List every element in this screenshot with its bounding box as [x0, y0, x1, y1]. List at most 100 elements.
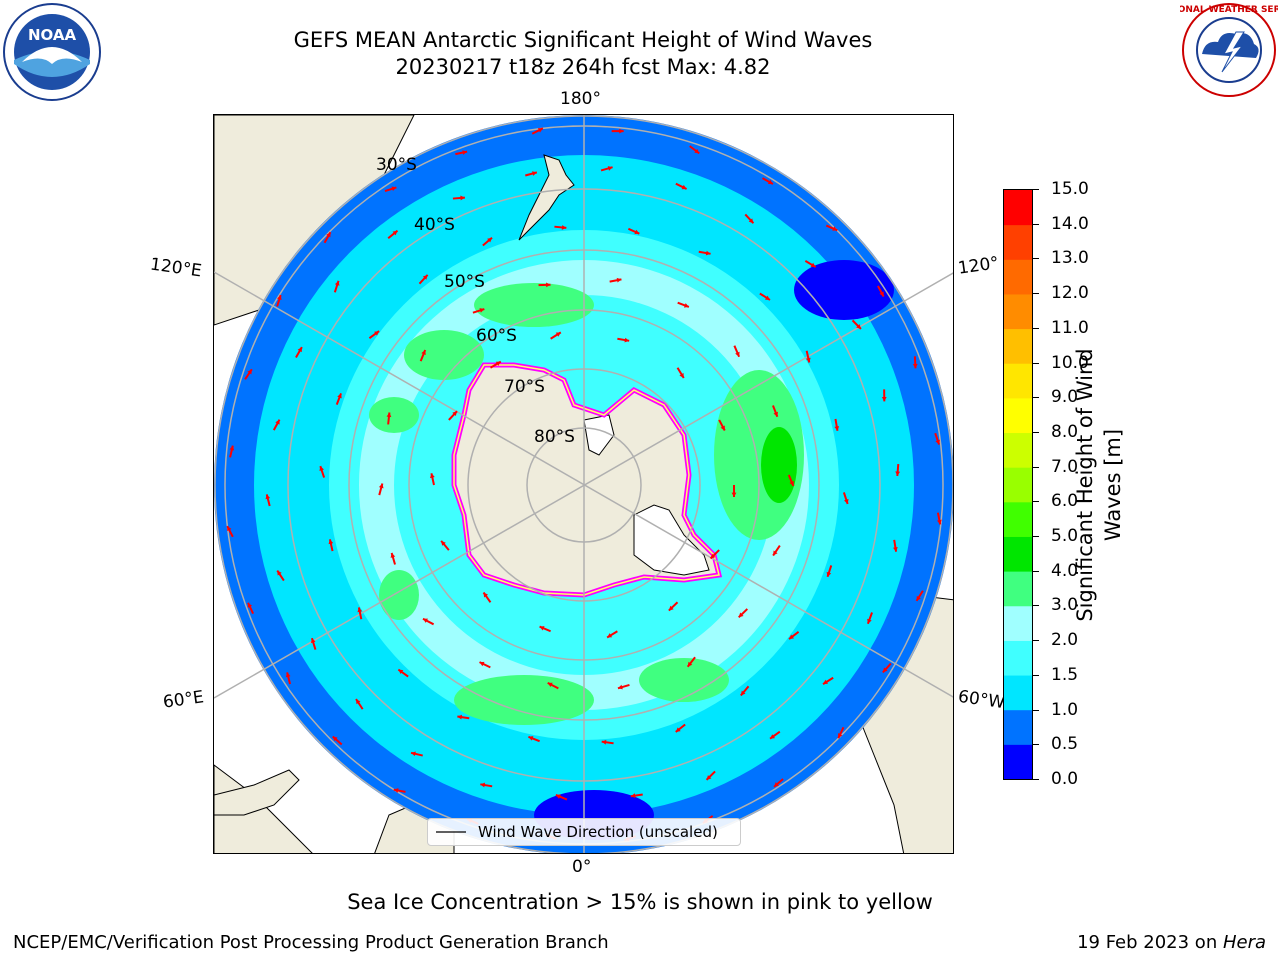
wind-arrow-head — [457, 714, 463, 720]
wind-arrow-head — [805, 357, 811, 363]
colorbar-segment — [1004, 536, 1032, 572]
wind-arrow-head — [479, 308, 485, 313]
lon-label-bottom: 0° — [572, 857, 592, 877]
wind-arrow-head — [265, 494, 271, 500]
wind-arrow-head — [601, 739, 607, 745]
wind-arrow-head — [480, 782, 486, 788]
wind-arrow-head — [616, 277, 622, 283]
colorbar-segment — [1004, 224, 1032, 260]
colorbar-tick-label: 3.0 — [1051, 595, 1079, 616]
noaa-logo: NOAA — [2, 2, 102, 102]
wind-arrow-head — [789, 481, 794, 487]
colorbar-tick-label: 14.0 — [1051, 213, 1089, 234]
colorbar-tick-label: 5.0 — [1051, 526, 1079, 547]
wind-arrow-head — [310, 638, 316, 644]
wind-arrow-head — [326, 232, 331, 238]
wind-arrow-head — [705, 250, 711, 256]
colorbar-tick-label: 0.5 — [1051, 734, 1079, 755]
wind-arrow-head — [767, 179, 773, 185]
wind-arrow-head — [774, 782, 779, 787]
wind-arrow-head — [710, 553, 716, 559]
footer-credit: NCEP/EMC/Verification Post Processing Pr… — [13, 932, 609, 953]
colorbar-segment — [1004, 432, 1032, 468]
colorbar-tick-mark — [1033, 501, 1039, 503]
wind-arrow-head — [706, 775, 712, 780]
wind-arrow-head — [607, 166, 613, 171]
wind-arrow-head — [679, 372, 684, 378]
wave-patch — [379, 570, 419, 620]
wind-arrow-head — [838, 733, 843, 739]
lat-label-70: 70°S — [504, 377, 545, 397]
colorbar-tick-mark — [1033, 431, 1039, 433]
colorbar-tick-mark — [1033, 466, 1039, 468]
colorbar-segment — [1004, 709, 1032, 745]
wind-arrow-head — [430, 473, 435, 479]
colorbar-tick-mark — [1033, 258, 1039, 260]
colorbar-tick-label: 1.5 — [1051, 664, 1079, 685]
wind-arrow-head — [319, 466, 324, 472]
wind-arrow-head — [668, 605, 674, 611]
wind-arrow-head — [773, 550, 778, 556]
wind-arrow-head — [823, 679, 829, 685]
wind-arrow-head — [392, 230, 398, 236]
lon-label-lower-right: 60°W — [956, 686, 1007, 714]
wind-arrow-head — [555, 794, 561, 799]
wave-patch — [474, 283, 594, 327]
wind-arrow-head — [867, 618, 872, 624]
colorbar-tick-label: 10.0 — [1051, 352, 1089, 373]
colorbar-segment — [1004, 259, 1032, 295]
wind-arrow-head — [617, 684, 623, 690]
lon-label-upper-left: 120°E — [148, 254, 203, 282]
map-svg: 30°S 40°S 50°S 60°S 70°S 80°S — [214, 115, 953, 853]
map-panel: 30°S 40°S 50°S 60°S 70°S 80°S — [213, 114, 954, 854]
colorbar-segment — [1004, 467, 1032, 503]
wind-arrow-head — [834, 426, 840, 431]
wind-arrow-head — [386, 412, 392, 418]
lat-label-80: 80°S — [534, 427, 575, 447]
wind-arrow-head — [487, 237, 493, 243]
wind-arrow-head — [337, 393, 342, 399]
wind-arrow-head — [555, 332, 561, 337]
wind-arrow-head — [285, 672, 291, 678]
wind-arrow-head — [630, 793, 636, 798]
colorbar-tick-mark — [1033, 397, 1039, 399]
nws-logo-text: NATIONAL WEATHER SERVICE — [1180, 5, 1278, 15]
wind-arrow-head — [297, 347, 302, 353]
wind-arrow-head — [393, 788, 399, 793]
wind-arrow-head — [422, 274, 428, 280]
wind-arrow-head — [411, 751, 416, 757]
wind-arrow-head — [421, 349, 426, 355]
colorbar-tick-mark — [1033, 640, 1039, 642]
wind-arrow-head — [227, 526, 232, 532]
wind-arrow-head — [378, 483, 384, 489]
colorbar-tick-label: 11.0 — [1051, 317, 1089, 338]
wind-arrow-head — [334, 280, 340, 286]
wind-wave-arrows — [226, 127, 942, 842]
colorbar-segment — [1004, 397, 1032, 434]
footer-date-text: 19 Feb 2023 on — [1077, 932, 1223, 953]
colorbar-segment — [1004, 571, 1032, 607]
sea-ice-caption: Sea Ice Concentration > 15% is shown in … — [347, 890, 933, 914]
wind-arrow-head — [738, 612, 744, 618]
wind-arrow-head — [247, 369, 252, 375]
colorbar-tick-mark — [1033, 570, 1039, 572]
colorbar-tick-mark — [1033, 189, 1039, 190]
lon-label-top: 180° — [560, 89, 601, 109]
colorbar-tick-label: 13.0 — [1051, 248, 1089, 269]
colorbar-svg — [1004, 190, 1032, 780]
wind-arrow-head — [687, 661, 693, 667]
colorbar-tick-label: 1.0 — [1051, 699, 1079, 720]
wave-patch — [761, 427, 797, 503]
wind-arrow-head — [619, 128, 624, 134]
wind-arrow-head — [247, 602, 253, 608]
land-madagascar — [214, 769, 300, 816]
lat-label-30: 30°S — [376, 155, 417, 175]
wind-arrow-head — [937, 519, 942, 525]
wind-arrow-head — [810, 262, 816, 268]
legend-line-swatch — [436, 831, 466, 833]
colorbar-tick-mark — [1033, 536, 1039, 538]
colorbar-tick-mark — [1033, 293, 1039, 295]
wind-arrow-head — [832, 226, 838, 231]
colorbar-tick-label: 12.0 — [1051, 283, 1089, 304]
wind-arrow-head — [731, 492, 737, 497]
